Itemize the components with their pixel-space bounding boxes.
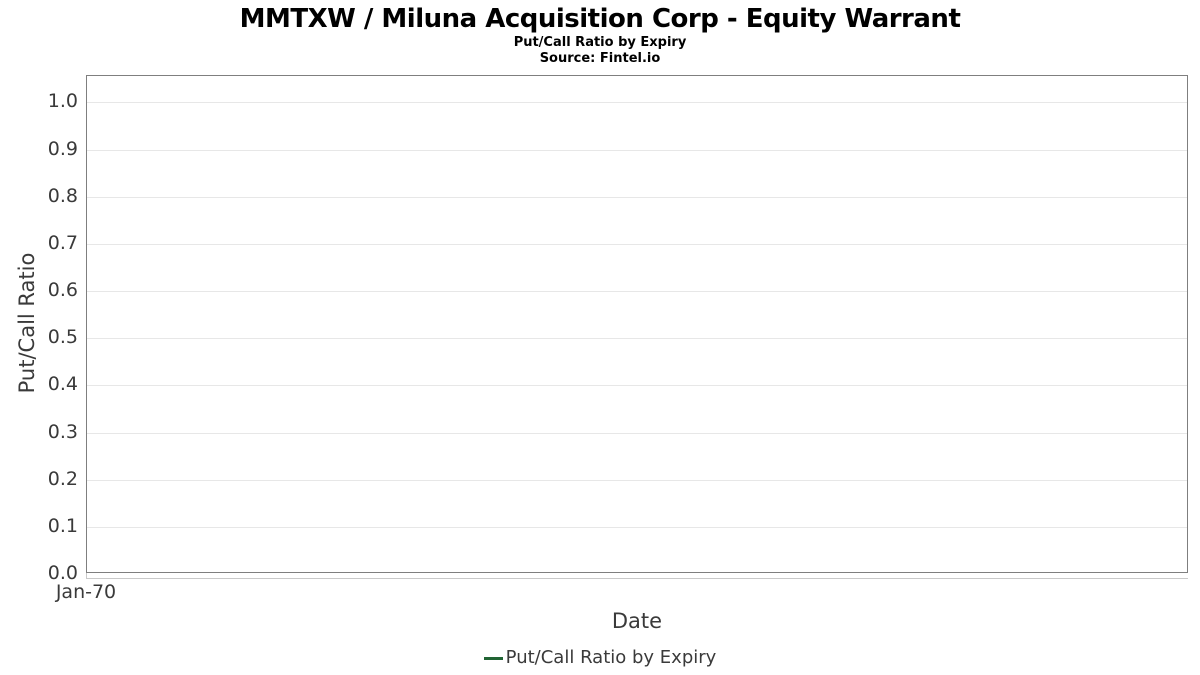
y-tick-label: 0.1: [47, 514, 78, 537]
y-axis-label: Put/Call Ratio: [15, 252, 39, 394]
y-tick-label: 0.4: [47, 373, 78, 396]
y-tick-label: 0.0: [47, 562, 78, 584]
y-tick-label: 0.3: [47, 420, 78, 443]
y-tick-label: 0.9: [47, 137, 78, 160]
x-axis-baseline: [86, 578, 1188, 579]
legend: Put/Call Ratio by Expiry: [0, 645, 1200, 671]
gridline: [87, 102, 1187, 104]
y-tick-label: 0.8: [47, 184, 78, 207]
gridline: [87, 291, 1187, 292]
gridline: [87, 243, 1187, 245]
gridline: [87, 149, 1187, 151]
legend-label: Put/Call Ratio by Expiry: [505, 647, 717, 668]
x-tick-label: Jan-70: [55, 581, 117, 603]
gridline: [87, 526, 1187, 528]
gridline: [87, 338, 1187, 340]
gridline: [87, 432, 1187, 434]
chart-title: MMTXW / Miluna Acquisition Corp - Equity…: [239, 4, 961, 34]
x-axis-label: Date: [611, 609, 663, 633]
plot-area: [86, 75, 1188, 573]
x-axis-tick-mark: [86, 573, 87, 578]
gridline: [87, 385, 1187, 387]
gridline: [87, 479, 1187, 481]
chart-source: Source: Fintel.io: [539, 51, 661, 66]
legend-line-marker: [483, 656, 503, 660]
y-tick-label: 0.6: [47, 279, 78, 301]
gridline: [87, 196, 1187, 198]
y-tick-label: 0.5: [47, 326, 78, 349]
y-tick-label: 0.2: [47, 467, 78, 490]
y-tick-label: 0.7: [47, 231, 78, 254]
chart-subtitle: Put/Call Ratio by Expiry: [513, 35, 687, 50]
y-tick-label: 1.0: [47, 90, 78, 113]
